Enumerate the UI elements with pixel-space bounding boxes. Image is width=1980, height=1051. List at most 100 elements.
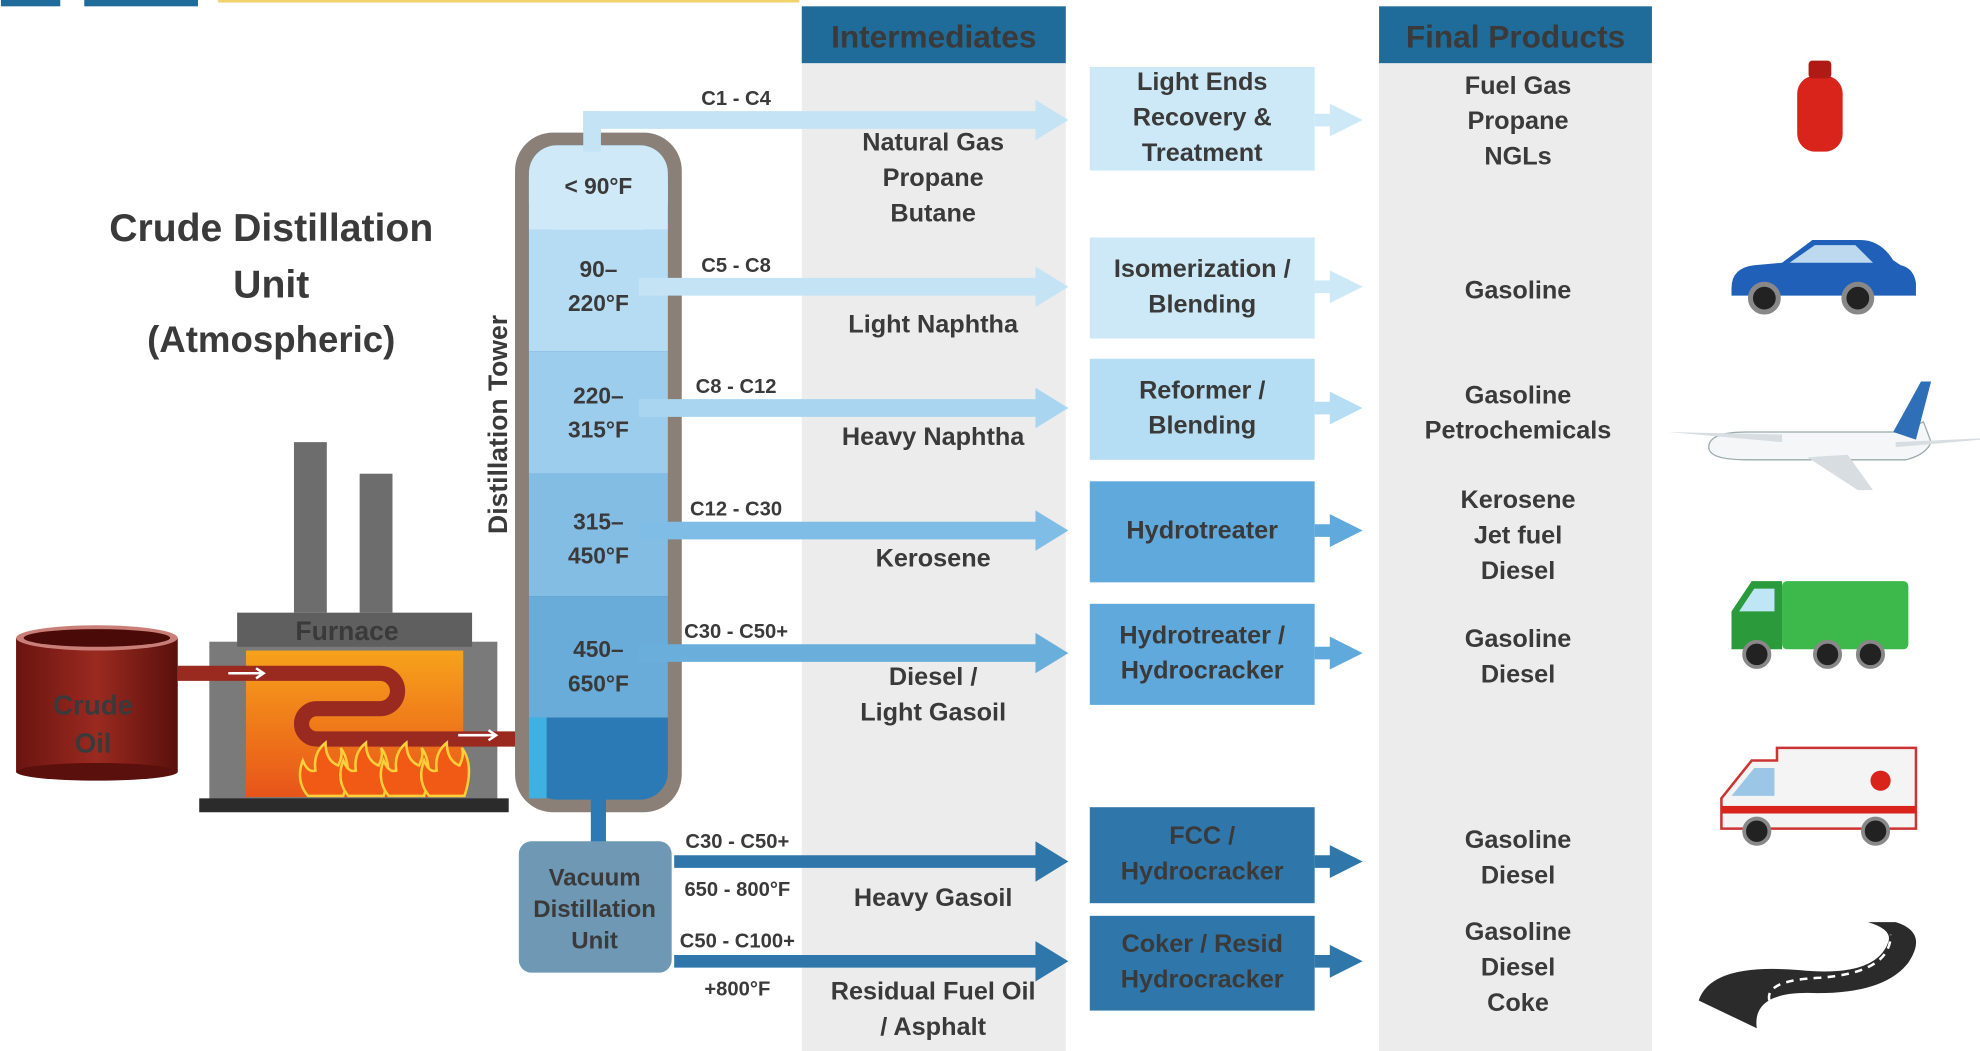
title: Unit [233,264,309,307]
products-column [1379,63,1652,1051]
wheel [1855,639,1885,669]
product: NGLs [1484,143,1551,171]
top-bar [0,0,61,7]
wing [1668,432,1980,491]
carbon-range: C30 - C50+ [685,831,789,853]
wheel [1747,281,1781,315]
crude-oil-label: Oil [75,728,112,759]
stream-arrow [638,387,1069,429]
process-box [1089,66,1315,171]
crude-oil-label: Crude [53,690,133,721]
chimney [293,442,327,613]
gas-cylinder-icon [1797,60,1843,152]
product-arrow [1314,514,1363,547]
tower-edge [528,717,547,799]
truck-icon [1731,581,1909,669]
product-arrow [1314,845,1363,878]
stream-arrow [638,510,1069,551]
intermediates-column [801,63,1066,1051]
title: Crude Distillation [109,207,433,250]
stream-arrow [638,632,1069,674]
car-body [1731,240,1916,296]
temperature: 315– [573,509,624,535]
tower-section [528,176,668,230]
flow-arrow [228,667,266,680]
cab-window [1739,588,1775,612]
tank-body [16,637,178,772]
process: Hydrocracker [1121,657,1284,685]
top-bar [84,0,198,7]
flame [379,740,430,798]
intermediate: Diesel / [889,663,977,691]
temperature: 315°F [568,416,629,442]
product: Propane [1468,107,1569,135]
carbon-range: C30 - C50+ [684,621,788,643]
intermediate: Butane [890,199,976,227]
process: Reformer / [1139,376,1265,404]
product: Gasoline [1465,625,1572,653]
wheel [1812,639,1843,669]
product-arrow [1314,636,1363,670]
products-header [1379,6,1652,64]
temperature: +800°F [704,979,770,1001]
product: Kerosene [1460,486,1575,514]
furnace-top [237,612,473,647]
process: Hydrocracker [1121,858,1284,886]
wheel [1860,816,1891,846]
carbon-range: C1 - C4 [701,88,771,110]
furnace-label: Furnace [295,616,398,646]
process-box [1089,358,1315,460]
chimney [359,473,393,613]
tail [1893,381,1932,440]
road-line [1767,934,1892,1001]
product: Fuel Gas [1465,72,1572,100]
product-arrow [1314,270,1363,304]
product: Diesel [1481,660,1555,688]
process: Recovery & [1133,103,1272,131]
process-box [1089,481,1315,583]
furnace-base [199,798,509,813]
stream-arrow [674,941,1069,982]
process: Coker / Resid [1122,930,1283,958]
ambulance-icon [1720,746,1918,846]
process: Treatment [1142,139,1263,167]
header: Final Products [1406,19,1625,55]
intermediate: Light Naphtha [848,311,1019,339]
temperature: 450– [573,636,624,662]
intermediate: Heavy Gasoil [854,884,1013,912]
process: Blending [1148,412,1256,440]
product: Gasoline [1465,381,1572,409]
process-box [1089,807,1315,904]
plane-icon [1668,381,1980,491]
intermediate: / Asphalt [880,1013,986,1041]
intermediate: Residual Fuel Oil [831,978,1036,1006]
wheel [1742,816,1772,846]
intermediate: Propane [883,164,984,192]
temperature: < 90°F [564,173,632,199]
wheel [1742,639,1772,669]
flame [339,740,390,798]
product: Gasoline [1465,918,1572,946]
carbon-range: C5 - C8 [701,255,771,277]
car-icon [1731,240,1916,315]
carbon-range: C12 - C30 [690,499,782,521]
process: Hydrotreater / [1119,621,1285,649]
process-box [1089,915,1315,1011]
ambulance-window [1731,768,1775,796]
road [1698,922,1917,1029]
product: Coke [1487,989,1549,1017]
process-box [1089,603,1315,705]
tank-top-inner [23,629,171,647]
temperature: 220– [573,382,624,408]
temperature: 650 - 800°F [684,879,790,901]
intermediate: Natural Gas [862,129,1004,157]
product: Gasoline [1465,826,1572,854]
product: Diesel [1481,954,1555,982]
car-window [1789,245,1873,263]
intermediates-header [801,6,1066,64]
tower-label: Distillation Tower [483,315,513,534]
tower-connector [590,798,606,844]
product: Gasoline [1465,276,1572,304]
temperature: 450°F [568,543,629,569]
